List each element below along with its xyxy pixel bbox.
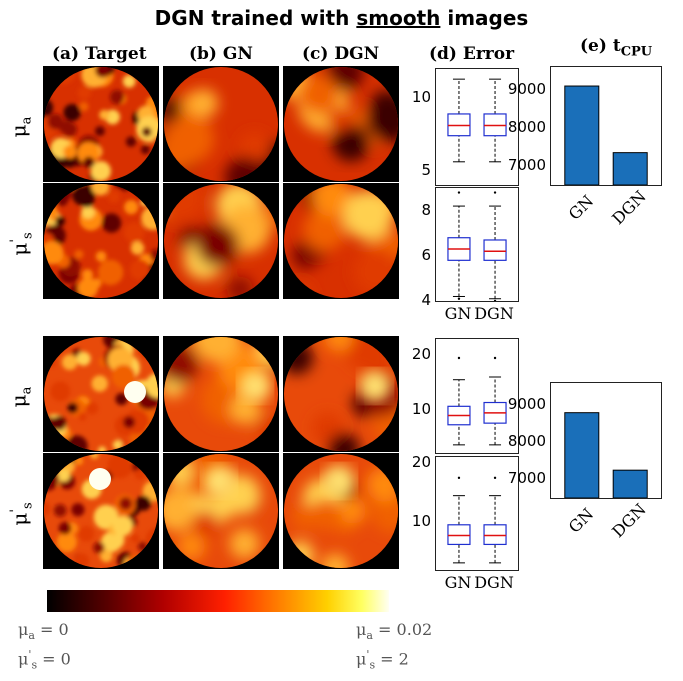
image-panel-dgn — [283, 453, 399, 569]
tcpu-xtick-label: DGN — [608, 186, 650, 229]
box-outlier — [457, 476, 461, 480]
tcpu-ytick-label: 9000 — [507, 395, 546, 414]
boxplot-ytick-label: 4 — [421, 291, 431, 309]
colorbar-max-mu-a: μa = 0.02 — [356, 620, 433, 643]
col-header-gn: (b) GN — [189, 44, 253, 64]
boxplot-ytick-label: 20 — [411, 345, 431, 364]
box-body-dgn — [483, 239, 507, 261]
col-header-tcpu: (e) tCPU — [580, 36, 653, 60]
box-body-gn — [447, 524, 471, 546]
boxplot-ytick-label: 10 — [411, 512, 431, 531]
boxplot-ytick-label: 8 — [421, 200, 431, 219]
boxplot-xtick-label: DGN — [474, 573, 514, 592]
box-outlier — [493, 356, 497, 360]
row-label-mu-a-2: μa — [6, 386, 35, 408]
boxplot-axes-inclusion-mu_a — [435, 338, 519, 454]
tcpu-ytick-label: 7000 — [507, 469, 546, 488]
boxplot-axes-inclusion-mu_s — [435, 456, 519, 571]
image-panel-gn — [163, 66, 279, 182]
box-outlier — [493, 476, 497, 480]
box-body-dgn — [483, 524, 507, 546]
boxplot-ytick-label: 6 — [421, 245, 431, 264]
image-panel-target — [43, 453, 159, 569]
boxplot-ytick-label: 10 — [411, 88, 431, 106]
image-panel-dgn — [283, 336, 399, 452]
tcpu-bar-dgn — [612, 469, 648, 499]
title-underlined-word: smooth — [356, 6, 441, 30]
image-panel-dgn — [283, 183, 399, 299]
boxplot-axes-smooth-mu_a — [435, 63, 519, 186]
box-outlier — [457, 191, 461, 194]
colorbar-max-mu-s: μ's = 2 — [356, 648, 409, 672]
image-panel-gn — [163, 183, 279, 299]
image-panel-target — [43, 336, 159, 452]
row-label-mu-s-2: μ's — [7, 502, 36, 526]
tcpu-ytick-label: 8000 — [507, 432, 546, 451]
boxplot-xtick-label: GN — [444, 304, 472, 323]
tcpu-axes-inclusion — [550, 382, 662, 499]
tcpu-ytick-label: 8000 — [507, 117, 546, 136]
image-panel-target — [43, 183, 159, 299]
row-label-mu-a-1: μa — [6, 116, 35, 138]
tcpu-ytick-label: 7000 — [507, 155, 546, 174]
tcpu-bar-gn — [564, 85, 600, 186]
image-panel-target — [43, 66, 159, 182]
col-header-target: (a) Target — [52, 44, 147, 64]
tcpu-bar-gn — [564, 412, 600, 499]
box-outlier — [493, 299, 497, 303]
tcpu-xtick-label: GN — [564, 191, 597, 224]
image-panel-gn — [163, 336, 279, 452]
col-header-dgn: (c) DGN — [302, 44, 380, 64]
box-outlier — [457, 297, 461, 300]
colorbar-min-mu-s: μ's = 0 — [18, 648, 71, 672]
boxplot-ytick-label: 10 — [411, 399, 431, 418]
figure-title: DGN trained with smooth images — [154, 6, 529, 30]
box-outlier — [457, 356, 461, 360]
tcpu-bar-dgn — [612, 152, 648, 186]
row-label-mu-s-1: μ's — [7, 232, 36, 256]
tcpu-xtick-label: DGN — [608, 499, 650, 542]
boxplot-ytick-label: 5 — [421, 160, 431, 179]
tcpu-axes-smooth — [550, 66, 662, 186]
colorbar-min-mu-a: μa = 0 — [18, 620, 69, 643]
col-header-error: (d) Error — [429, 44, 515, 64]
tcpu-ytick-label: 9000 — [507, 79, 546, 98]
boxplot-ytick-label: 20 — [411, 452, 431, 471]
boxplot-axes-smooth-mu_s — [435, 187, 519, 303]
box-outlier — [493, 191, 497, 194]
boxplot-xtick-label: DGN — [474, 304, 514, 323]
tcpu-xtick-label: GN — [564, 504, 597, 537]
colorbar — [47, 590, 389, 612]
image-panel-dgn — [283, 66, 399, 182]
boxplot-xtick-label: GN — [444, 573, 472, 592]
image-panel-gn — [163, 453, 279, 569]
